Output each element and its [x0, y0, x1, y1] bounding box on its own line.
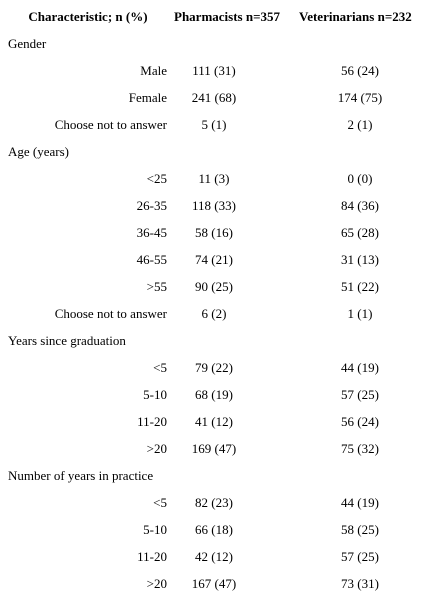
veterinarians-value: 57 (25) — [341, 549, 379, 564]
row-label: 26-35 — [137, 198, 167, 213]
row-label: 11-20 — [137, 549, 167, 564]
veterinarians-value: 57 (25) — [341, 387, 379, 402]
section-label: Years since graduation — [8, 333, 126, 348]
veterinarians-value: 65 (28) — [341, 225, 379, 240]
veterinarians-value: 73 (31) — [341, 576, 379, 591]
row-label: <25 — [147, 171, 167, 186]
veterinarians-value: 31 (13) — [341, 252, 379, 267]
section-label: Age (years) — [8, 144, 69, 159]
veterinarians-value: 44 (19) — [341, 495, 379, 510]
pharmacists-value: 11 (3) — [199, 171, 230, 186]
veterinarians-value: 58 (25) — [341, 522, 379, 537]
row-label: 46-55 — [137, 252, 167, 267]
veterinarians-value: 174 (75) — [338, 90, 382, 105]
row-label: Male — [140, 63, 167, 78]
pharmacists-value: 90 (25) — [195, 279, 233, 294]
veterinarians-value: 75 (32) — [341, 441, 379, 456]
row-label: Choose not to answer — [55, 306, 168, 321]
veterinarians-value: 1 (1) — [348, 306, 373, 321]
pharmacists-value: 167 (47) — [192, 576, 236, 591]
header-cell: Characteristic; n (%) — [28, 9, 147, 24]
veterinarians-value: 84 (36) — [341, 198, 379, 213]
veterinarians-value: 56 (24) — [341, 414, 379, 429]
section-label: Gender — [8, 36, 47, 51]
row-label: >55 — [147, 279, 167, 294]
row-label: <5 — [153, 495, 167, 510]
pharmacists-value: 42 (12) — [195, 549, 233, 564]
row-label: >20 — [147, 576, 167, 591]
veterinarians-value: 0 (0) — [348, 171, 373, 186]
row-label: Female — [129, 90, 167, 105]
pharmacists-value: 79 (22) — [195, 360, 233, 375]
pharmacists-value: 68 (19) — [195, 387, 233, 402]
header-cell: Pharmacists n=357 — [174, 9, 280, 24]
pharmacists-value: 66 (18) — [195, 522, 233, 537]
pharmacists-value: 74 (21) — [195, 252, 233, 267]
veterinarians-value: 51 (22) — [341, 279, 379, 294]
pharmacists-value: 5 (1) — [202, 117, 227, 132]
row-label: <5 — [153, 360, 167, 375]
pharmacists-value: 6 (2) — [202, 306, 227, 321]
row-label: 5-10 — [143, 387, 167, 402]
pharmacists-value: 118 (33) — [192, 198, 236, 213]
row-label: 11-20 — [137, 414, 167, 429]
veterinarians-value: 2 (1) — [348, 117, 373, 132]
header-cell: Veterinarians n=232 — [299, 9, 412, 24]
pharmacists-value: 241 (68) — [192, 90, 236, 105]
pharmacists-value: 41 (12) — [195, 414, 233, 429]
row-label: 36-45 — [137, 225, 167, 240]
pharmacists-value: 58 (16) — [195, 225, 233, 240]
veterinarians-value: 56 (24) — [341, 63, 379, 78]
pharmacists-value: 82 (23) — [195, 495, 233, 510]
veterinarians-value: 44 (19) — [341, 360, 379, 375]
row-label: >20 — [147, 441, 167, 456]
pharmacists-value: 169 (47) — [192, 441, 236, 456]
pharmacists-value: 111 (31) — [192, 63, 235, 78]
row-label: Choose not to answer — [55, 117, 168, 132]
row-label: 5-10 — [143, 522, 167, 537]
section-label: Number of years in practice — [8, 468, 153, 483]
